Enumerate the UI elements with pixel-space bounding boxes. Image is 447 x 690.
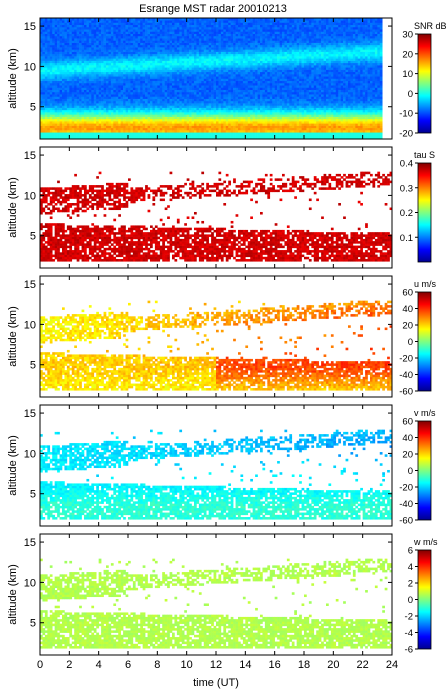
panel-w-y-axis-label: altitude (km)	[7, 564, 19, 625]
colorbar-v-label: v m/s	[414, 408, 436, 418]
panel-u-y-tick-label-15: 15	[24, 279, 36, 291]
panel-snr-y-tick-label-10: 10	[24, 61, 36, 73]
colorbar-snr-tick-label-20: 20	[402, 49, 413, 60]
panel-u-y-axis-label: altitude (km)	[7, 306, 19, 367]
panel-snr-y-tick-label-5: 5	[30, 102, 36, 114]
colorbar-v-tick-label--40: -40	[399, 499, 413, 510]
x-tick-label-12: 12	[210, 659, 222, 671]
colorbar-tau-tick-label-0.1: 0.1	[400, 233, 413, 244]
panel-snr-y-tick-label-15: 15	[24, 21, 36, 33]
x-tick-label-22: 22	[357, 659, 369, 671]
panel-snr-y-axis-label: altitude (km)	[7, 48, 19, 109]
figure-title: Esrange MST radar 20010213	[139, 3, 287, 15]
colorbar-v-tick-label-0: 0	[408, 466, 413, 477]
colorbar-snr-tick-label-10: 10	[402, 69, 413, 80]
colorbar-snr-tick-label--10: -10	[399, 109, 413, 120]
colorbar-u-tick-label--60: -60	[399, 387, 413, 398]
colorbar-w-tick-label--2: -2	[405, 612, 413, 623]
x-tick-label-20: 20	[327, 659, 339, 671]
panel-w-y-tick-label-5: 5	[30, 618, 36, 630]
colorbar-w-tick-label-2: 2	[408, 579, 413, 590]
x-axis-label: time (UT)	[193, 677, 239, 689]
x-tick-label-2: 2	[66, 659, 72, 671]
colorbar-u-tick-label-40: 40	[402, 304, 413, 315]
x-tick-label-18: 18	[298, 659, 310, 671]
panel-u: 5 10 15 altitude (km) u m/s -60 -40 -20 0 20 40 60	[7, 275, 437, 398]
colorbar-w-tick-label--4: -4	[405, 628, 413, 639]
colorbar-v-tick-label-20: 20	[402, 450, 413, 461]
colorbar-tau-tick-label-0.3: 0.3	[400, 183, 413, 194]
colorbar-snr-tick-label-30: 30	[402, 30, 413, 41]
x-tick-label-8: 8	[154, 659, 160, 671]
colorbar-u-tick-label-20: 20	[402, 321, 413, 332]
panel-u-data-field	[40, 300, 393, 391]
colorbar-u-tick-label-0: 0	[408, 337, 413, 348]
panel-w-y-tick-label-10: 10	[24, 577, 36, 589]
panel-snr-data-field	[40, 18, 383, 140]
colorbar-w-tick-label-0: 0	[408, 595, 413, 606]
x-tick-label-6: 6	[125, 659, 131, 671]
colorbar-u-tick-label--40: -40	[399, 370, 413, 381]
colorbar-u-tick-label-60: 60	[402, 288, 413, 299]
colorbar-w-label: w m/s	[413, 537, 438, 547]
colorbar-tau-label: tau S	[414, 150, 435, 160]
colorbar-u	[417, 291, 432, 392]
colorbar-u-label: u m/s	[414, 279, 437, 289]
panel-tau-data-field	[40, 171, 393, 262]
panel-snr: 5 10 15 altitude (km) SNR dB -20 -10 0 10 20 30	[7, 17, 447, 140]
panel-v-data-field	[40, 429, 393, 520]
panel-tau-y-tick-label-10: 10	[24, 190, 36, 202]
colorbar-w	[417, 549, 432, 650]
colorbar-snr-label: SNR dB	[414, 21, 447, 31]
colorbar-snr-tick-label--20: -20	[399, 129, 413, 140]
colorbar-v	[417, 420, 432, 521]
x-tick-label-0: 0	[37, 659, 43, 671]
panel-tau: 5 10 15 altitude (km) tau S 0.1 0.2 0.3 0.4	[7, 146, 435, 269]
panel-v-y-tick-label-5: 5	[30, 489, 36, 501]
panel-v-y-tick-label-10: 10	[24, 448, 36, 460]
panel-u-y-tick-label-5: 5	[30, 360, 36, 372]
colorbar-v-tick-label-60: 60	[402, 417, 413, 428]
x-tick-label-24: 24	[386, 659, 398, 671]
panel-v: 5 10 15 altitude (km) v m/s -60 -40 -20 0 20 40 60	[7, 404, 436, 527]
colorbar-tau	[417, 162, 432, 263]
panel-tau-y-tick-label-5: 5	[30, 231, 36, 243]
colorbar-v-tick-label-40: 40	[402, 433, 413, 444]
colorbar-w-tick-label-4: 4	[408, 562, 413, 573]
colorbar-tau-tick-label-0.4: 0.4	[400, 159, 413, 170]
colorbar-w-tick-label-6: 6	[408, 546, 413, 557]
colorbar-tau-tick-label-0.2: 0.2	[400, 208, 413, 219]
x-tick-label-16: 16	[269, 659, 281, 671]
colorbar-v-tick-label--60: -60	[399, 516, 413, 527]
x-tick-label-10: 10	[181, 659, 193, 671]
panel-u-y-tick-label-10: 10	[24, 319, 36, 331]
panel-w-y-tick-label-15: 15	[24, 537, 36, 549]
colorbar-u-tick-label--20: -20	[399, 354, 413, 365]
panel-tau-y-axis-label: altitude (km)	[7, 177, 19, 238]
colorbar-v-tick-label--20: -20	[399, 483, 413, 494]
panel-v-y-axis-label: altitude (km)	[7, 435, 19, 496]
x-tick-label-4: 4	[96, 659, 102, 671]
panel-v-y-tick-label-15: 15	[24, 408, 36, 420]
colorbar-w-tick-label--6: -6	[405, 645, 413, 656]
colorbar-snr	[417, 33, 432, 134]
x-tick-label-14: 14	[239, 659, 251, 671]
panel-tau-y-tick-label-15: 15	[24, 150, 36, 162]
panel-w-data-field	[40, 558, 393, 649]
colorbar-snr-tick-label-0: 0	[408, 89, 413, 100]
